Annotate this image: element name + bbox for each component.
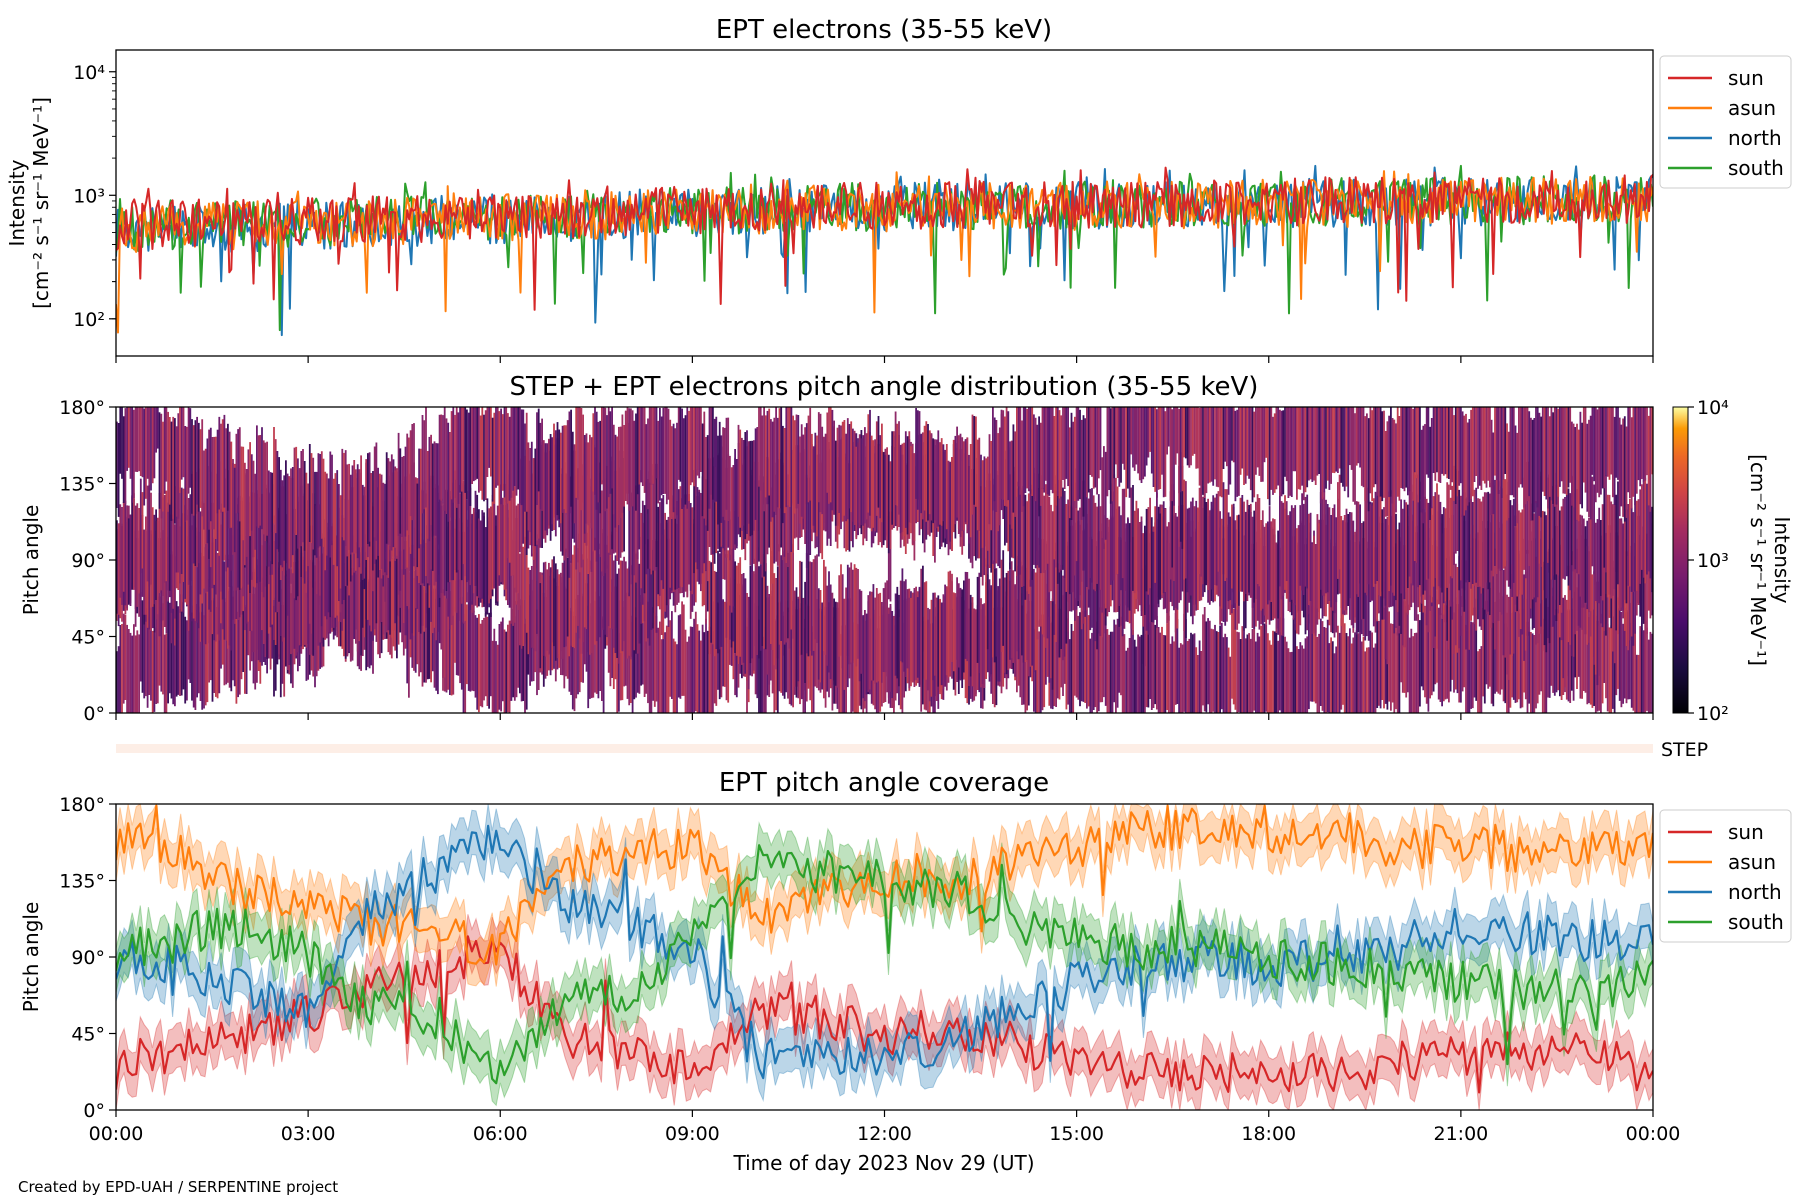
step-strip	[116, 744, 1653, 753]
panel3-xtick-label: 21:00	[1433, 1123, 1488, 1145]
panel3-y-ticks: 0° 45° 90° 135° 180°	[59, 794, 116, 1122]
colorbar-tick-label: 10³	[1697, 550, 1729, 572]
panel1-ylabel: Intensity	[5, 159, 29, 246]
panel3-band-north	[116, 804, 1653, 1103]
panel2-ytick-label: 180°	[59, 397, 105, 419]
panel1-legend-label-sun: sun	[1728, 66, 1764, 90]
panel3-legend-label-asun: asun	[1728, 850, 1776, 874]
panel2-ytick-label: 135°	[59, 474, 105, 496]
colorbar-units: [cm⁻² s⁻¹ sr⁻¹ MeV⁻¹]	[1746, 454, 1770, 666]
panel3-plot	[116, 804, 1653, 1110]
panel3-ylabel: Pitch angle	[19, 902, 43, 1013]
panel3-ytick-label: 45°	[71, 1024, 105, 1046]
panel3-xtick-label: 09:00	[665, 1123, 720, 1145]
panel3-series-sun	[116, 935, 1653, 1094]
panel3-legend: sun asun north south	[1659, 809, 1792, 943]
panel3-ytick-label: 0°	[83, 1100, 105, 1122]
panel3-legend-box	[1659, 809, 1792, 943]
panel3-series-north	[116, 824, 1653, 1080]
panel3-xtick-label: 18:00	[1241, 1123, 1296, 1145]
panel1-legend-label-north: north	[1728, 126, 1782, 150]
panel3-legend-label-sun: sun	[1728, 820, 1764, 844]
panel3-legend-label-south: south	[1728, 910, 1784, 934]
credit-text: Created by EPD-UAH / SERPENTINE project	[18, 1178, 338, 1196]
panel2-ytick-label: 90°	[71, 550, 105, 572]
panel3-ytick-label: 135°	[59, 871, 105, 893]
panel3-ytick-label: 180°	[59, 794, 105, 816]
colorbar-label: Intensity	[1770, 516, 1794, 603]
x-axis-label: Time of day 2023 Nov 29 (UT)	[733, 1151, 1035, 1175]
panel2-ylabel: Pitch angle	[19, 505, 43, 616]
panel1-legend-label-asun: asun	[1728, 96, 1776, 120]
panel1-plot	[116, 164, 1653, 337]
panel1-legend: sun asun north south	[1659, 55, 1792, 189]
panel2-title: STEP + EPT electrons pitch angle distrib…	[510, 372, 1259, 402]
panel1-legend-box	[1659, 55, 1792, 189]
panel1-ylabel-units: [cm⁻² s⁻¹ sr⁻¹ MeV⁻¹]	[29, 97, 53, 309]
panel1-ytick-label: 10⁴	[73, 62, 105, 84]
panel2-x-ticks	[115, 713, 1654, 720]
panel2-ytick-label: 45°	[71, 627, 105, 649]
panel3-title: EPT pitch angle coverage	[719, 768, 1049, 798]
panel3-xtick-label: 00:00	[1626, 1123, 1681, 1145]
colorbar	[1672, 406, 1689, 714]
panel1-ytick-label: 10²	[73, 309, 105, 331]
panel3-series-south	[116, 844, 1653, 1085]
panel3-band-sun	[116, 914, 1653, 1110]
panel3-xtick-label: 03:00	[281, 1123, 336, 1145]
panel1-series-sun	[116, 166, 1653, 311]
step-label: STEP	[1661, 739, 1708, 761]
panel3-ytick-label: 90°	[71, 947, 105, 969]
panel1-title: EPT electrons (35-55 keV)	[716, 15, 1052, 45]
colorbar-ticks: 10² 10³ 10⁴	[1688, 397, 1729, 725]
panel2-ytick-label: 0°	[83, 703, 105, 725]
colorbar-tick-label: 10²	[1697, 703, 1729, 725]
colorbar-tick-label: 10⁴	[1697, 397, 1729, 419]
panel1-x-ticks	[115, 356, 1654, 363]
panel2-heatmap	[116, 407, 1653, 713]
panel1-legend-label-south: south	[1728, 156, 1784, 180]
panel3-legend-label-north: north	[1728, 880, 1782, 904]
panel3-xtick-label: 12:00	[857, 1123, 912, 1145]
panel1-ytick-label: 10³	[73, 185, 105, 207]
panel1-y-ticks: 10² 10³ 10⁴	[73, 62, 116, 331]
panel3-xtick-label: 06:00	[473, 1123, 528, 1145]
panel3-x-ticks: 00:00 03:00 06:00 09:00 12:00 15:00 18:00 21:00…	[89, 1110, 1681, 1145]
panel3-xtick-label: 00:00	[89, 1123, 144, 1145]
panel3-xtick-label: 15:00	[1049, 1123, 1104, 1145]
panel2-y-ticks: 0° 45° 90° 135° 180°	[59, 397, 116, 725]
